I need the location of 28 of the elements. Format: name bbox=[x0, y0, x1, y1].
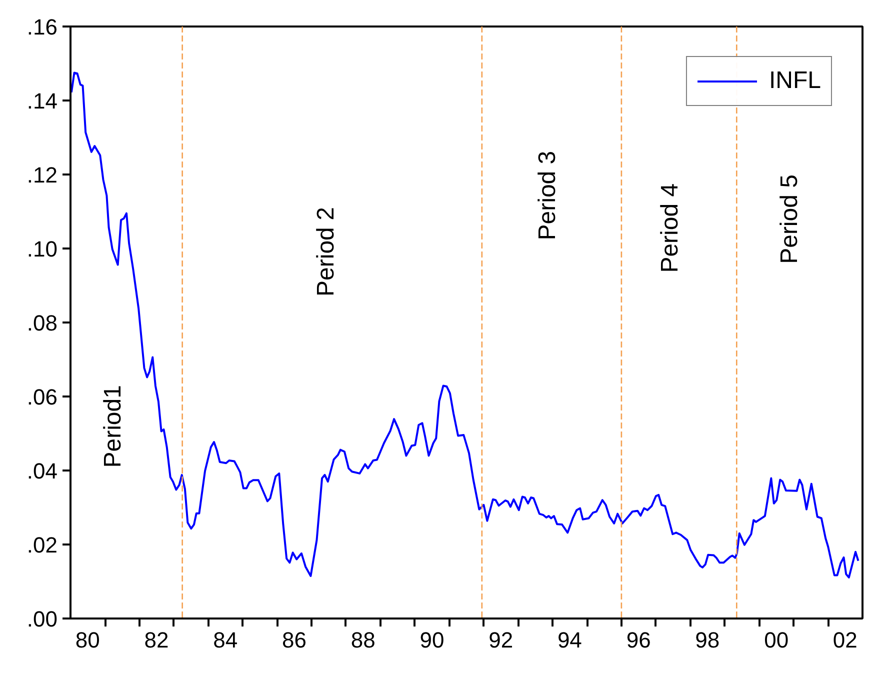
annotation: Period1 bbox=[99, 385, 126, 468]
x-tick-label: 86 bbox=[282, 628, 306, 652]
y-tick-label: .04 bbox=[26, 458, 58, 484]
annotation: Period 4 bbox=[656, 183, 684, 273]
y-tick-label: .08 bbox=[26, 310, 58, 336]
x-tick-label: 84 bbox=[213, 628, 238, 652]
annotation: Period 5 bbox=[776, 174, 804, 264]
x-tick-label: 02 bbox=[832, 628, 858, 652]
y-tick-label: .14 bbox=[26, 88, 58, 114]
x-tick-label: 98 bbox=[695, 628, 720, 652]
y-tick-label: .12 bbox=[26, 162, 58, 188]
x-tick-label: 88 bbox=[350, 628, 376, 652]
y-tick-label: .10 bbox=[26, 236, 58, 262]
annotation: Period 2 bbox=[312, 207, 340, 296]
x-tick-label: 92 bbox=[488, 628, 514, 652]
line-series bbox=[70, 72, 860, 578]
annotation: Period 3 bbox=[534, 150, 561, 240]
x-tick-label: 00 bbox=[764, 628, 789, 652]
x-tick-label: 94 bbox=[557, 628, 582, 652]
x-tick-label: 96 bbox=[626, 628, 651, 652]
x-tick-label: 82 bbox=[144, 628, 169, 652]
y-tick-label: .16 bbox=[26, 14, 58, 40]
y-tick-label: .00 bbox=[26, 606, 58, 632]
x-tick-label: 90 bbox=[420, 628, 444, 652]
y-tick-label: .02 bbox=[26, 532, 58, 558]
x-tick-label: 80 bbox=[75, 628, 100, 652]
y-tick-label: .06 bbox=[26, 384, 58, 410]
legend-label: INFL bbox=[768, 67, 821, 95]
